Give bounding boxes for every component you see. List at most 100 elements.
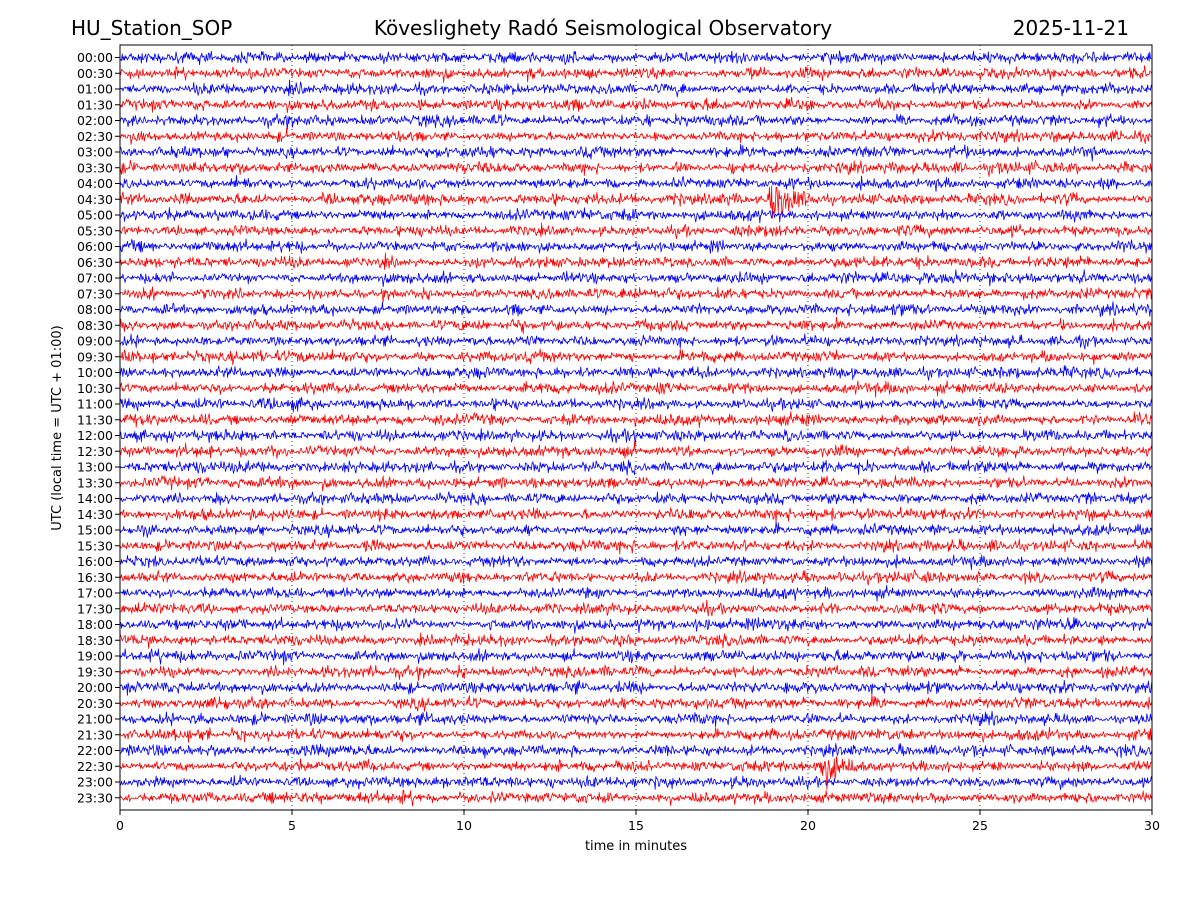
- trace-0600: [119, 238, 1153, 254]
- trace-1400: [119, 491, 1153, 506]
- trace-2330: [119, 789, 1153, 807]
- chart-title: Köveslighety Radó Seismological Observat…: [374, 16, 832, 40]
- x-tick-label: 15: [628, 818, 644, 833]
- y-tick-label: 01:00: [77, 82, 113, 97]
- y-tick-label: 11:30: [77, 412, 113, 427]
- trace-0830: [119, 316, 1153, 334]
- trace-0500: [119, 207, 1153, 224]
- grid-lines: [291, 45, 981, 810]
- y-tick-label: 23:00: [77, 775, 113, 790]
- trace-1800: [119, 616, 1153, 634]
- trace-0130: [119, 96, 1153, 114]
- trace-0700: [119, 269, 1153, 288]
- y-tick-label: 07:00: [77, 271, 113, 286]
- x-tick-label: 20: [800, 818, 816, 833]
- trace-1030: [119, 380, 1153, 398]
- trace-0630: [119, 252, 1153, 270]
- trace-1330: [119, 475, 1153, 492]
- y-tick-label: 08:30: [77, 318, 113, 333]
- y-tick-label: 19:00: [77, 649, 113, 664]
- x-tick-label: 5: [288, 818, 296, 833]
- y-tick-label: 16:00: [77, 554, 113, 569]
- trace-1200: [119, 427, 1153, 445]
- trace-1230: [119, 441, 1153, 459]
- y-tick-label: 13:00: [77, 460, 113, 475]
- trace-2230: [119, 756, 1153, 790]
- trace-1630: [119, 569, 1153, 586]
- trace-0400: [119, 174, 1153, 192]
- trace-1930: [119, 664, 1153, 681]
- trace-1530: [119, 538, 1153, 555]
- y-tick-label: 01:30: [77, 97, 113, 112]
- trace-1300: [119, 459, 1153, 476]
- y-tick-label: 21:00: [77, 712, 113, 727]
- x-tick-label: 30: [1144, 818, 1160, 833]
- y-tick-label: 00:00: [77, 50, 113, 65]
- trace-2300: [119, 774, 1153, 791]
- y-tick-label: 14:00: [77, 491, 113, 506]
- trace-1130: [119, 411, 1153, 429]
- trace-0800: [119, 301, 1153, 318]
- y-tick-label: 21:30: [77, 727, 113, 742]
- trace-0330: [119, 159, 1153, 177]
- x-tick-label: 25: [972, 818, 988, 833]
- y-tick-label: 11:00: [77, 397, 113, 412]
- y-tick-label: 20:00: [77, 680, 113, 695]
- y-tick-label: 03:00: [77, 145, 113, 160]
- y-tick-label: 22:00: [77, 743, 113, 758]
- trace-2100: [119, 710, 1153, 727]
- y-tick-label: 09:00: [77, 334, 113, 349]
- trace-1430: [119, 506, 1153, 524]
- y-tick-label: 06:00: [77, 239, 113, 254]
- y-tick-label: 02:00: [77, 113, 113, 128]
- y-tick-label: 22:30: [77, 759, 113, 774]
- y-tick-label: 17:30: [77, 601, 113, 616]
- y-tick-label: 09:30: [77, 349, 113, 364]
- y-tick-label: 12:00: [77, 428, 113, 443]
- trace-0730: [119, 286, 1153, 303]
- trace-1500: [119, 521, 1153, 539]
- trace-0300: [119, 143, 1153, 162]
- y-tick-label: 15:00: [77, 523, 113, 538]
- y-tick-label: 14:30: [77, 507, 113, 522]
- date-title: 2025-11-21: [1013, 16, 1129, 40]
- trace-0930: [119, 348, 1153, 366]
- trace-1100: [119, 396, 1153, 413]
- trace-1830: [119, 632, 1153, 649]
- y-tick-label: 10:30: [77, 381, 113, 396]
- trace-2030: [119, 694, 1153, 712]
- y-tick-label: 08:00: [77, 302, 113, 317]
- y-tick-label: 18:30: [77, 633, 113, 648]
- trace-1000: [119, 365, 1153, 381]
- x-tick-label: 0: [116, 818, 124, 833]
- y-tick-label: 00:30: [77, 66, 113, 81]
- y-tick-label: 04:30: [77, 192, 113, 207]
- trace-0530: [119, 222, 1153, 240]
- station-title: HU_Station_SOP: [71, 16, 232, 40]
- y-tick-label: 18:00: [77, 617, 113, 632]
- trace-0100: [119, 79, 1153, 98]
- trace-0430: [119, 185, 1153, 219]
- trace-1900: [119, 648, 1153, 666]
- trace-2130: [119, 726, 1153, 743]
- y-axis-label: UTC (local time = UTC + 01:00): [50, 325, 65, 530]
- y-tick-label: 07:30: [77, 286, 113, 301]
- trace-0230: [119, 127, 1153, 145]
- y-tick-label: 12:30: [77, 444, 113, 459]
- y-tick-label: 19:30: [77, 664, 113, 679]
- y-tick-label: 23:30: [77, 790, 113, 805]
- traces: [119, 50, 1153, 807]
- y-tick-label: 15:30: [77, 538, 113, 553]
- trace-1600: [119, 554, 1153, 570]
- y-tick-label: 10:00: [77, 365, 113, 380]
- y-tick-labels: 00:0000:3001:0001:3002:0002:3003:0003:30…: [77, 50, 120, 805]
- trace-1700: [119, 584, 1153, 602]
- y-tick-label: 16:30: [77, 570, 113, 585]
- trace-0000: [119, 50, 1153, 66]
- y-tick-label: 17:00: [77, 586, 113, 601]
- y-tick-label: 04:00: [77, 176, 113, 191]
- y-tick-label: 02:30: [77, 129, 113, 144]
- y-tick-label: 03:30: [77, 160, 113, 175]
- x-axis-label: time in minutes: [585, 839, 687, 854]
